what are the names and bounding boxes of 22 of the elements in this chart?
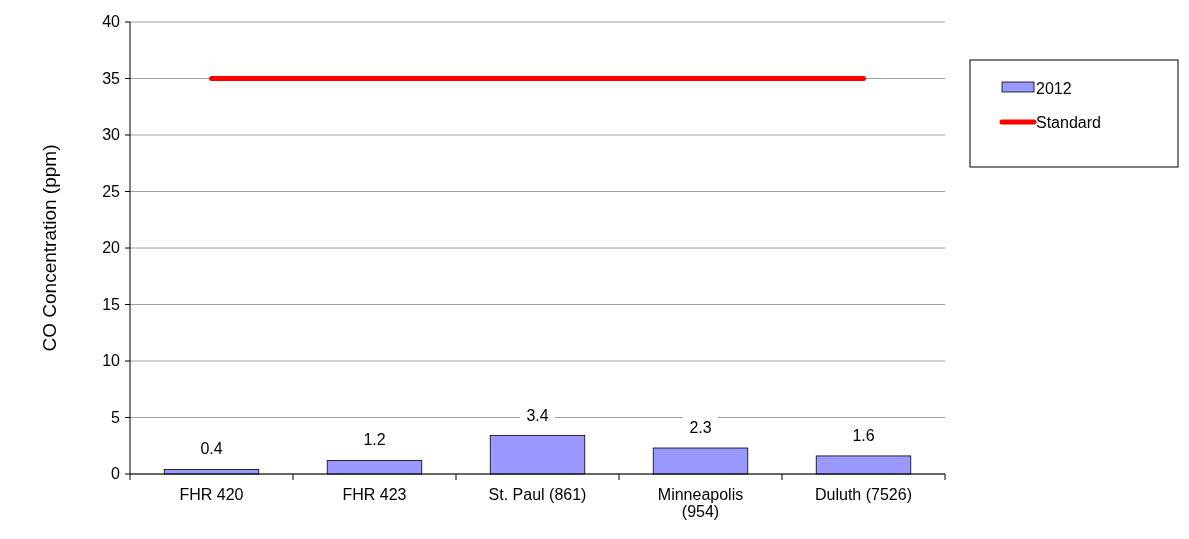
data-label: 1.2: [363, 431, 386, 449]
data-label: 0.4: [200, 440, 223, 458]
legend-label: Standard: [1036, 114, 1101, 131]
x-tick-label: St. Paul (861): [488, 486, 587, 503]
x-tick-label: Duluth (7526): [815, 486, 912, 503]
y-tick-label: 5: [111, 408, 121, 426]
y-tick-label: 35: [102, 69, 121, 87]
y-tick-label: 40: [102, 13, 121, 30]
data-label: 2.3: [689, 419, 712, 437]
y-tick-label: 25: [102, 182, 121, 200]
y-tick-label: 15: [102, 295, 121, 313]
legend-label: 2012: [1036, 80, 1072, 97]
y-tick-label: 10: [102, 352, 121, 369]
x-tick-label: FHR 423: [342, 486, 407, 503]
y-axis-title: CO Concentration (ppm): [39, 144, 60, 352]
y-tick-label: 0: [111, 465, 121, 482]
x-tick-label: Minneapolis (954): [657, 486, 744, 520]
y-tick-label: 20: [102, 239, 121, 256]
data-label: 3.4: [526, 406, 549, 424]
data-label: 1.6: [852, 426, 875, 444]
y-tick-label: 30: [102, 126, 121, 143]
x-tick-label: FHR 420: [179, 486, 244, 503]
